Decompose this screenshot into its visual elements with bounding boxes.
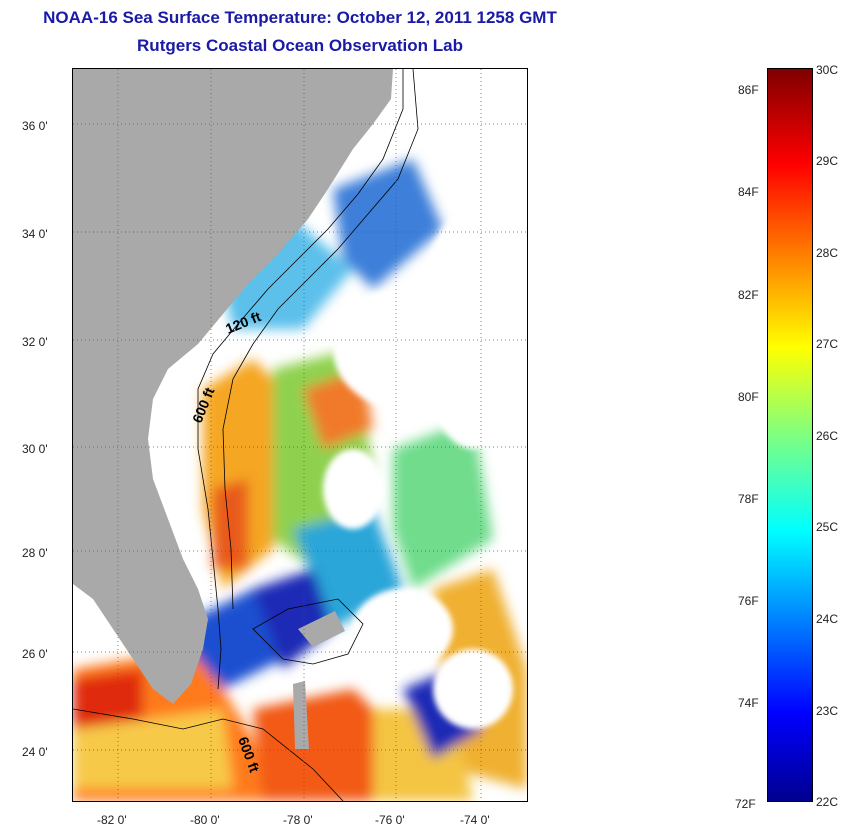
island	[298, 611, 345, 647]
fahrenheit-label: 82F	[738, 288, 759, 302]
sst-map-canvas: 120 ft 600 ft 600 ft	[73, 69, 527, 801]
celsius-label: 23C	[816, 704, 839, 718]
fahrenheit-label: 84F	[738, 185, 759, 199]
fahrenheit-label: 78F	[738, 492, 759, 506]
lon-tick-label: -82 0'	[97, 813, 127, 827]
celsius-label: 26C	[816, 429, 839, 443]
celsius-label: 24C	[816, 612, 839, 626]
lat-tick-label: 28 0'	[22, 546, 48, 560]
celsius-label: 30C	[816, 63, 839, 77]
fahrenheit-label: 86F	[738, 83, 759, 97]
colorbar-gradient	[768, 69, 812, 801]
celsius-label: 27C	[816, 337, 839, 351]
island	[293, 681, 309, 749]
land-mass	[73, 69, 393, 704]
celsius-label: 25C	[816, 520, 839, 534]
map-subtitle: Rutgers Coastal Ocean Observation Lab	[137, 36, 463, 55]
lon-tick-label: -78 0'	[283, 813, 313, 827]
fahrenheit-label: 74F	[738, 696, 759, 710]
lat-tick-label: 34 0'	[22, 227, 48, 241]
map-title: NOAA-16 Sea Surface Temperature: October…	[43, 8, 557, 27]
fahrenheit-label: 76F	[738, 594, 759, 608]
lon-tick-label: -76 0'	[375, 813, 405, 827]
lat-tick-label: 24 0'	[22, 745, 48, 759]
celsius-label: 22C	[816, 795, 839, 809]
lon-tick-label: -74 0'	[460, 813, 490, 827]
cloud-mask	[323, 129, 527, 729]
lat-tick-label: 26 0'	[22, 647, 48, 661]
bathymetry-contours	[73, 69, 419, 801]
lon-tick-label: -80 0'	[190, 813, 220, 827]
island	[165, 597, 175, 611]
lat-tick-label: 32 0'	[22, 335, 48, 349]
sst-map: 120 ft 600 ft 600 ft	[72, 68, 528, 802]
fahrenheit-label: 80F	[738, 390, 759, 404]
temperature-colorbar	[767, 68, 813, 802]
lat-tick-label: 30 0'	[22, 442, 48, 456]
celsius-label: 29C	[816, 154, 839, 168]
celsius-label: 28C	[816, 246, 839, 260]
lat-tick-label: 36 0'	[22, 119, 48, 133]
fahrenheit-label: 72F	[735, 797, 756, 811]
